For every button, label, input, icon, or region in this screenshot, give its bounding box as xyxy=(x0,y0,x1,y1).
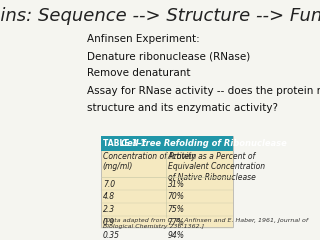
Text: Assay for RNase activity -- does the protein regain its 3-D: Assay for RNase activity -- does the pro… xyxy=(87,86,320,96)
Text: 0.9: 0.9 xyxy=(103,218,115,227)
Text: Concentration of Protein
(mg/ml): Concentration of Protein (mg/ml) xyxy=(103,152,196,171)
Text: 77%: 77% xyxy=(168,218,185,227)
Text: 4.8: 4.8 xyxy=(103,192,115,202)
Text: 31%: 31% xyxy=(168,180,185,189)
Text: 75%: 75% xyxy=(168,205,185,214)
Text: Activity as a Percent of
Equivalent Concentration
of Native Ribonuclease: Activity as a Percent of Equivalent Conc… xyxy=(168,152,265,182)
Text: Anfinsen Experiment:: Anfinsen Experiment: xyxy=(87,34,200,44)
Text: structure and its enzymatic activity?: structure and its enzymatic activity? xyxy=(87,103,278,113)
Text: Proteins: Sequence --> Structure --> Function: Proteins: Sequence --> Structure --> Fun… xyxy=(0,7,320,25)
FancyBboxPatch shape xyxy=(101,136,233,227)
Text: 7.0: 7.0 xyxy=(103,180,115,189)
FancyBboxPatch shape xyxy=(101,136,233,151)
Text: Remove denaturant: Remove denaturant xyxy=(87,68,191,78)
Text: TABLE 3-1: TABLE 3-1 xyxy=(103,139,146,148)
Text: 70%: 70% xyxy=(168,192,185,202)
Text: 0.35: 0.35 xyxy=(103,231,120,240)
Text: 2.3: 2.3 xyxy=(103,205,115,214)
Text: Cell-free Refolding of Ribonuclease: Cell-free Refolding of Ribonuclease xyxy=(121,139,286,148)
Text: 94%: 94% xyxy=(168,231,185,240)
Text: Denature ribonuclease (RNase): Denature ribonuclease (RNase) xyxy=(87,51,251,61)
Text: [Data adapted from C. B. Anfinsen and E. Haber, 1961, Journal of
Biological Chem: [Data adapted from C. B. Anfinsen and E.… xyxy=(103,218,308,229)
